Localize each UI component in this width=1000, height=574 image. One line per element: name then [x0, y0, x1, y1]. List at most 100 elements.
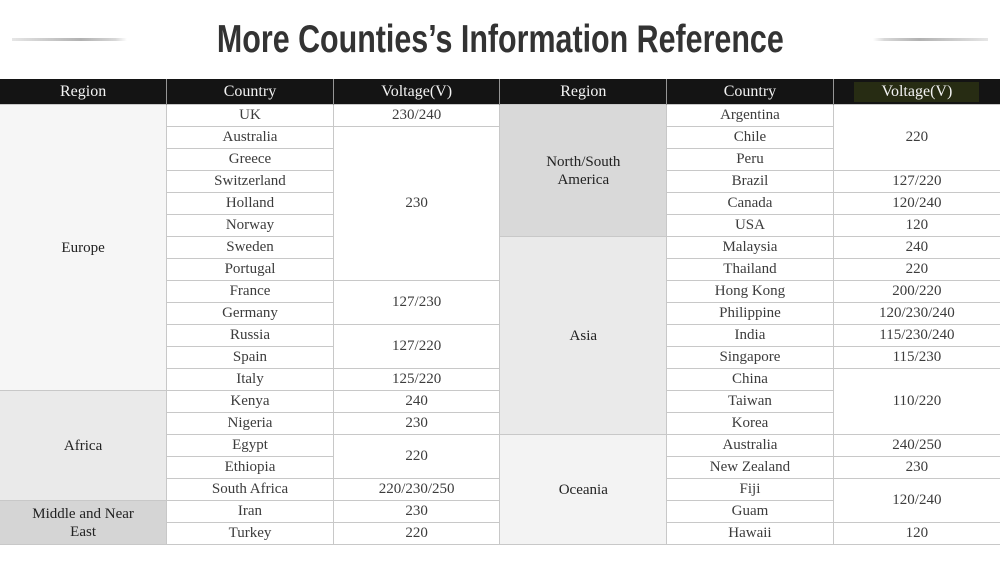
title-dash-left [12, 38, 127, 41]
country-cell: Australia [166, 126, 334, 149]
country-cell: Sweden [166, 236, 334, 259]
table-body: Europe UK 230/240 North/South America Argent… [0, 104, 1000, 545]
voltage-cell: 230 [332, 126, 501, 281]
country-cell: Russia [166, 324, 334, 347]
country-cell: South Africa [166, 478, 334, 501]
region-cell: Africa [0, 390, 168, 501]
country-cell: Guam [666, 500, 834, 523]
table-row: France 127/230 Hong Kong 200/220 [0, 280, 1000, 325]
voltage-cell: 220 [832, 258, 1000, 281]
voltage-cell: 220 [832, 104, 1000, 171]
voltage-cell: 120/240 [832, 478, 1000, 523]
table-row: Ethiopia New Zealand 230 [0, 456, 1000, 479]
table-row: Italy 125/220 China 110/220 [0, 368, 1000, 435]
column-header-voltage-left: Voltage(V) [332, 79, 500, 105]
voltage-cell: 120 [832, 214, 1000, 237]
table-row: South Africa 220/230/250 Fiji 120/240 [0, 478, 1000, 523]
country-cell: UK [166, 104, 334, 127]
country-cell: Hong Kong [666, 280, 834, 303]
country-cell: China [666, 368, 834, 391]
header-label: Country [723, 82, 777, 100]
country-cell: Kenya [166, 390, 334, 413]
region-label: Europe [61, 239, 105, 256]
table-row: Middle and Near East Iran 230 Guam [0, 500, 1000, 545]
title-banner: More Counties’s Information Reference [0, 0, 1000, 79]
table-row: Egypt 220 Oceania Australia 240/250 [0, 434, 1000, 545]
table-row: Sweden Asia Malaysia 240 [0, 236, 1000, 435]
table-row: Turkey 220 Hawaii 120 [0, 522, 1000, 545]
voltage-cell: 127/230 [332, 280, 501, 325]
country-cell: Brazil [666, 170, 834, 193]
table-row: Africa Kenya 240 Taiwan [0, 390, 1000, 501]
country-cell: Argentina [666, 104, 834, 127]
column-header-country-right: Country [666, 79, 834, 105]
voltage-cell: 230 [332, 412, 501, 435]
voltage-cell: 230 [832, 456, 1000, 479]
country-cell: France [166, 280, 334, 303]
table-row: Europe UK 230/240 North/South America Argent… [0, 104, 1000, 391]
voltage-cell: 240/250 [832, 434, 1000, 457]
voltage-cell: 120/230/240 [832, 302, 1000, 325]
voltage-cell: 115/230/240 [832, 324, 1000, 347]
country-cell: Malaysia [666, 236, 834, 259]
region-label: Africa [63, 437, 103, 454]
column-header-country-left: Country [166, 79, 334, 105]
country-cell: New Zealand [666, 456, 834, 479]
country-cell: Switzerland [166, 170, 334, 193]
table-row: Nigeria 230 Korea [0, 412, 1000, 435]
header-label: Region [560, 82, 607, 100]
voltage-cell: 127/220 [332, 324, 501, 369]
voltage-cell: 220 [332, 522, 501, 545]
table-row: Spain Singapore 115/230 [0, 346, 1000, 369]
country-cell: Fiji [666, 478, 834, 501]
table-header-row: Region Country Voltage(V) Region Country… [0, 79, 1000, 105]
country-cell: Turkey [166, 522, 334, 545]
country-cell: Australia [666, 434, 834, 457]
voltage-cell: 220 [332, 434, 501, 479]
header-label: Region [59, 82, 107, 100]
region-label: Middle and Near East [32, 505, 134, 540]
voltage-cell: 125/220 [332, 368, 501, 391]
voltage-cell: 127/220 [832, 170, 1000, 193]
header-label: Voltage(V) [381, 82, 453, 100]
country-cell: Portugal [166, 258, 334, 281]
voltage-cell: 240 [832, 236, 1000, 259]
country-cell: Hawaii [666, 522, 834, 545]
title-dash-right [873, 38, 988, 41]
region-cell: Europe [0, 104, 168, 391]
country-cell: Holland [166, 192, 334, 215]
table-row: Portugal Thailand 220 [0, 258, 1000, 281]
voltage-cell: 115/230 [832, 346, 1000, 369]
column-header-region-right: Region [499, 79, 667, 105]
country-cell: Singapore [666, 346, 834, 369]
country-cell: Chile [666, 126, 834, 149]
country-cell: Egypt [166, 434, 334, 457]
table-header: Region Country Voltage(V) Region Country… [0, 79, 1000, 105]
country-cell: Thailand [666, 258, 834, 281]
country-cell: Greece [166, 148, 334, 171]
country-cell: Peru [666, 148, 834, 171]
region-cell: Middle and Near East [0, 500, 168, 545]
region-label: North/South America [546, 153, 621, 188]
region-cell: Asia [499, 236, 668, 435]
region-cell: North/South America [499, 104, 668, 237]
country-cell: USA [666, 214, 834, 237]
country-cell: India [666, 324, 834, 347]
header-label: Country [223, 82, 277, 100]
country-cell: Italy [166, 368, 334, 391]
region-label: Oceania [558, 481, 608, 498]
voltage-cell: 200/220 [832, 280, 1000, 303]
voltage-reference-table: Region Country Voltage(V) Region Country… [0, 79, 1000, 545]
voltage-cell: 120 [832, 522, 1000, 545]
region-label: Asia [569, 327, 598, 344]
voltage-cell: 110/220 [832, 368, 1000, 435]
country-cell: Germany [166, 302, 334, 325]
header-label-highlighted: Voltage(V) [854, 81, 980, 102]
country-cell: Iran [166, 500, 334, 523]
country-cell: Canada [666, 192, 834, 215]
table-row: Russia 127/220 India 115/230/240 [0, 324, 1000, 369]
country-cell: Spain [166, 346, 334, 369]
column-header-voltage-right: Voltage(V) [832, 79, 1000, 105]
voltage-cell: 230 [332, 500, 501, 523]
